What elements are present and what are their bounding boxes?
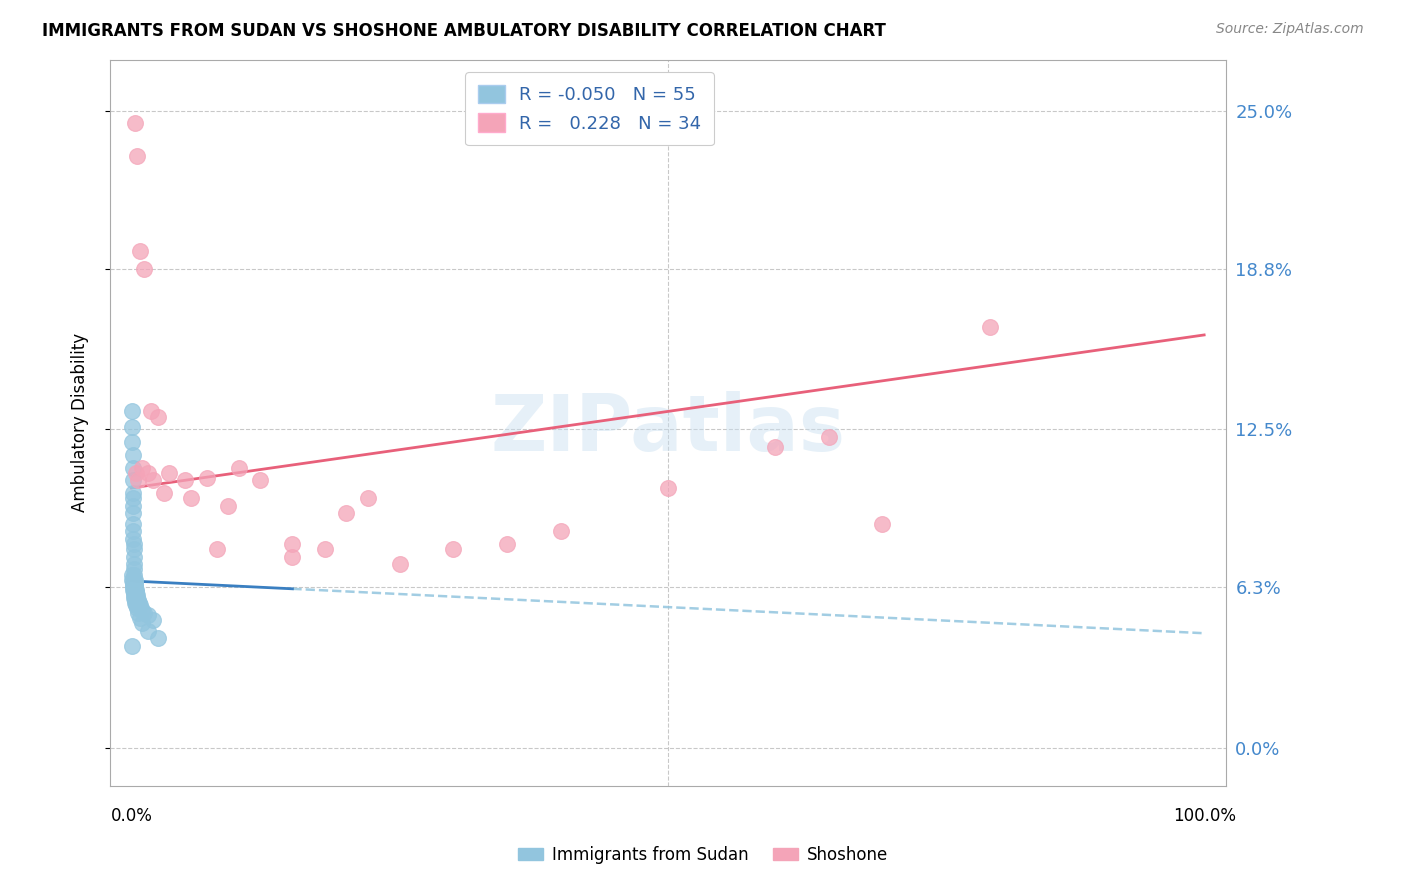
Point	[122, 524, 145, 539]
Y-axis label: Ambulatory Disability: Ambulatory Disability	[72, 334, 89, 513]
Point	[122, 580, 145, 594]
Point	[129, 611, 152, 625]
Legend: Immigrants from Sudan, Shoshone: Immigrants from Sudan, Shoshone	[512, 839, 894, 871]
Point	[121, 573, 143, 587]
Point	[142, 473, 165, 487]
Point	[122, 549, 145, 564]
Text: IMMIGRANTS FROM SUDAN VS SHOSHONE AMBULATORY DISABILITY CORRELATION CHART: IMMIGRANTS FROM SUDAN VS SHOSHONE AMBULA…	[42, 22, 886, 40]
Point	[872, 516, 894, 531]
Point	[127, 593, 149, 607]
Point	[134, 261, 156, 276]
Point	[122, 537, 145, 551]
Text: ZIPatlas: ZIPatlas	[491, 392, 845, 467]
Point	[125, 591, 148, 605]
Point	[121, 435, 143, 450]
Point	[121, 448, 143, 462]
Point	[148, 632, 170, 646]
Point	[125, 585, 148, 599]
Point	[122, 582, 145, 597]
Point	[121, 486, 143, 500]
Point	[228, 460, 250, 475]
Point	[127, 473, 149, 487]
Point	[124, 580, 146, 594]
Point	[124, 580, 146, 594]
Point	[125, 466, 148, 480]
Point	[817, 430, 839, 444]
Point	[174, 473, 197, 487]
Point	[281, 537, 304, 551]
Point	[122, 558, 145, 572]
Point	[180, 491, 202, 505]
Point	[124, 575, 146, 590]
Point	[136, 608, 159, 623]
Point	[124, 596, 146, 610]
Point	[125, 598, 148, 612]
Point	[496, 537, 519, 551]
Point	[121, 460, 143, 475]
Point	[122, 567, 145, 582]
Point	[124, 573, 146, 587]
Point	[125, 588, 148, 602]
Legend: R = -0.050   N = 55, R =   0.228   N = 34: R = -0.050 N = 55, R = 0.228 N = 34	[465, 72, 714, 145]
Point	[314, 542, 336, 557]
Point	[125, 582, 148, 597]
Point	[122, 532, 145, 546]
Point	[121, 419, 143, 434]
Point	[121, 473, 143, 487]
Text: 0.0%: 0.0%	[111, 806, 152, 824]
Point	[125, 585, 148, 599]
Point	[152, 486, 174, 500]
Point	[122, 562, 145, 576]
Point	[127, 606, 149, 620]
Text: Source: ZipAtlas.com: Source: ZipAtlas.com	[1216, 22, 1364, 37]
Point	[979, 320, 1001, 334]
Point	[121, 404, 143, 418]
Point	[131, 460, 153, 475]
Point	[356, 491, 378, 505]
Point	[122, 591, 145, 605]
Point	[122, 507, 145, 521]
Point	[207, 542, 229, 557]
Point	[125, 600, 148, 615]
Point	[441, 542, 464, 557]
Point	[139, 404, 162, 418]
Point	[122, 542, 145, 557]
Point	[136, 624, 159, 638]
Point	[134, 606, 156, 620]
Point	[142, 614, 165, 628]
Point	[121, 499, 143, 513]
Point	[763, 440, 786, 454]
Point	[657, 481, 679, 495]
Point	[136, 466, 159, 480]
Point	[129, 244, 152, 258]
Point	[122, 516, 145, 531]
Point	[195, 471, 218, 485]
Point	[121, 491, 143, 505]
Point	[128, 596, 150, 610]
Point	[121, 639, 143, 653]
Point	[131, 615, 153, 630]
Point	[550, 524, 572, 539]
Point	[125, 149, 148, 163]
Point	[121, 567, 143, 582]
Point	[281, 549, 304, 564]
Point	[335, 507, 357, 521]
Point	[122, 588, 145, 602]
Point	[122, 585, 145, 599]
Point	[388, 558, 411, 572]
Point	[148, 409, 170, 424]
Point	[121, 575, 143, 590]
Point	[124, 593, 146, 607]
Point	[121, 578, 143, 592]
Point	[249, 473, 271, 487]
Point	[124, 116, 146, 130]
Point	[124, 578, 146, 592]
Point	[131, 603, 153, 617]
Text: 100.0%: 100.0%	[1173, 806, 1236, 824]
Point	[217, 499, 239, 513]
Point	[129, 598, 152, 612]
Point	[157, 466, 180, 480]
